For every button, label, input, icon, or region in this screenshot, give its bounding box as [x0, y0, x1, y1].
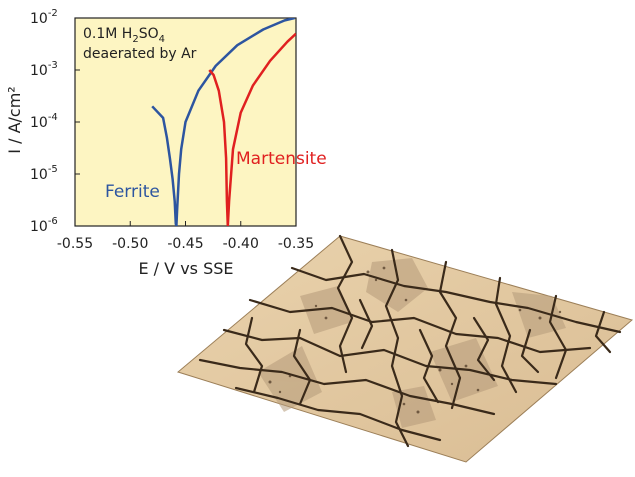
x-tick-label: -0.55	[57, 236, 93, 252]
x-axis-title: E / V vs SSE	[138, 259, 233, 278]
annotation-line-2: deaerated by Ar	[83, 46, 197, 62]
y-axis-ticks: 10-6 10-5 10-4 10-3 10-2	[30, 8, 80, 235]
y-tick-label: 10-3	[30, 60, 58, 79]
series-layer	[151, 18, 296, 226]
microstructure-image	[176, 234, 634, 463]
y-tick-label: 10-2	[30, 8, 58, 27]
x-tick-label: -0.50	[112, 236, 148, 252]
series-line-martensite	[208, 32, 296, 226]
series-label-ferrite: Ferrite	[105, 182, 160, 202]
x-tick-label: -0.45	[167, 236, 203, 252]
series-label-martensite: Martensite	[236, 149, 327, 169]
x-axis-ticks: -0.55 -0.50 -0.45 -0.40 -0.35	[57, 221, 314, 252]
y-tick-label: 10-5	[30, 164, 58, 183]
x-tick-label: -0.40	[223, 236, 259, 252]
y-axis-title: I / A/cm²	[5, 86, 24, 153]
y-tick-label: 10-6	[30, 216, 58, 235]
series-line-ferrite	[151, 18, 295, 226]
annotation-line-1: 0.1M H2SO4	[83, 26, 165, 45]
x-tick-label: -0.35	[278, 236, 314, 252]
y-tick-label: 10-4	[30, 112, 58, 131]
